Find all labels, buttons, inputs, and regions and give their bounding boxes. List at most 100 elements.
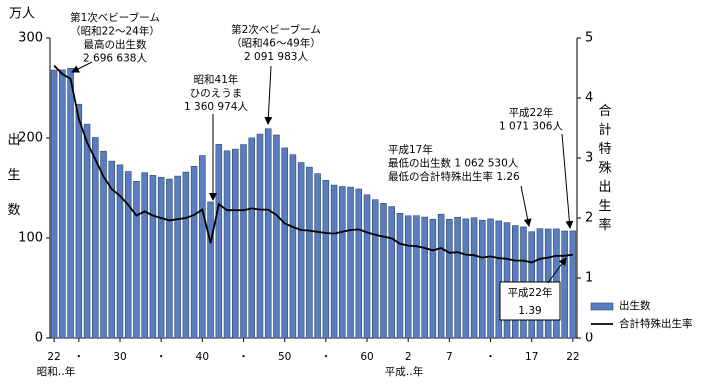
bar [355,188,363,339]
bar [363,194,371,339]
bar [281,147,288,339]
y-unit: 万人 [9,7,35,22]
y-tick-label: 200 [18,131,43,146]
bar [190,166,198,339]
y2-tick-label: 5 [585,31,593,46]
annotation-text: ひのえうま [190,88,243,100]
bar [495,220,503,339]
bar [83,123,91,339]
bar [199,155,206,339]
x-tick-label: 50 [278,351,291,363]
x-tick-label: 60 [360,351,373,363]
annotation-text: 1 360 974人 [184,101,248,113]
bar [141,172,148,339]
annotation-arrow [264,65,273,125]
bar [454,217,461,339]
bar [256,133,264,339]
y2-axis-label: 合計特殊出生率 [596,104,612,237]
bar [92,137,99,339]
legend-label: 合計特殊出生率 [619,317,693,330]
annotation-text: 1.39 [518,305,541,317]
annotation-text: 最低の出生数 1 062 530人 [388,157,519,170]
annotation-text: （昭和46～49年） [231,37,321,50]
bar [273,134,280,339]
y-tick-label: 0 [35,331,43,346]
bar [330,184,338,339]
x-tick-label: ・ [156,351,167,363]
x-tick-label: 22 [566,351,579,363]
bar [569,230,577,339]
y2-tick-label: 1 [585,271,593,286]
bar [232,148,239,339]
legend-swatch [590,302,614,311]
annotation-arrow [561,133,574,229]
y-tick-label: 300 [18,31,43,46]
bar [124,171,132,339]
bar [347,186,354,339]
x-tick-label: ・ [74,351,85,363]
bar [223,150,231,339]
y-axis-label: 出生数 [5,133,21,238]
bar [207,201,214,339]
bar [404,215,412,339]
annotation-text: 最低の合計特殊出生率 1.26 [388,170,520,183]
annotation-text: 2 696 638人 [83,53,147,65]
bar [479,219,486,339]
x-tick-label: 22 [47,351,60,363]
bar [215,144,223,339]
bar [429,218,437,339]
bar [166,178,173,339]
bar [446,219,453,339]
bar [100,150,107,339]
bar [149,175,157,339]
bar [59,69,66,339]
bar [75,103,83,339]
annotation-text: 平成22年 [508,286,553,299]
bar [289,154,297,339]
annotation-box [499,281,561,321]
y2-tick-label: 0 [585,331,593,346]
annotation-arrow [520,185,532,227]
x-tick-label: ・ [238,351,249,363]
rate-line [53,64,574,264]
bar [371,199,379,339]
bar [240,144,247,339]
y2-tick-label: 4 [585,91,593,106]
x-tick-label: 7 [446,351,453,363]
annotation-text: （昭和22～24年） [70,25,160,38]
bar [322,180,330,339]
annotation-text: 昭和41年 [194,73,239,86]
bar [561,230,568,339]
bar [437,213,445,339]
x-tick-label: ・ [321,351,332,363]
bar [67,68,74,339]
bar [421,216,428,339]
bar [503,222,511,339]
bar [50,69,58,339]
annotation-arrow [547,257,567,284]
x-tick-label: ・ [485,351,496,363]
bar [380,203,387,339]
bar [157,177,165,339]
annotation-text: 第2次ベビーブーム [231,23,321,36]
x-tick-label: 2 [405,351,412,363]
bar [314,173,321,339]
bar [470,217,478,339]
y2-tick-label: 3 [585,151,593,166]
x-tick-label: 30 [113,351,126,363]
bar [248,137,256,339]
bar [396,213,404,339]
bar [413,215,420,339]
bar [174,175,181,339]
bar [133,181,140,339]
annotation-text: 第1次ベビーブーム [70,11,160,24]
legend-box [584,295,698,333]
x-axis-label: 平成‥年 [385,365,424,378]
annotation-text: 1 071 306人 [499,121,563,133]
annotation-text: 最高の出生数 [84,38,147,51]
bar [264,128,272,339]
bar [297,162,305,339]
x-tick-label: 40 [196,351,209,363]
x-tick-label: 17 [525,351,538,363]
